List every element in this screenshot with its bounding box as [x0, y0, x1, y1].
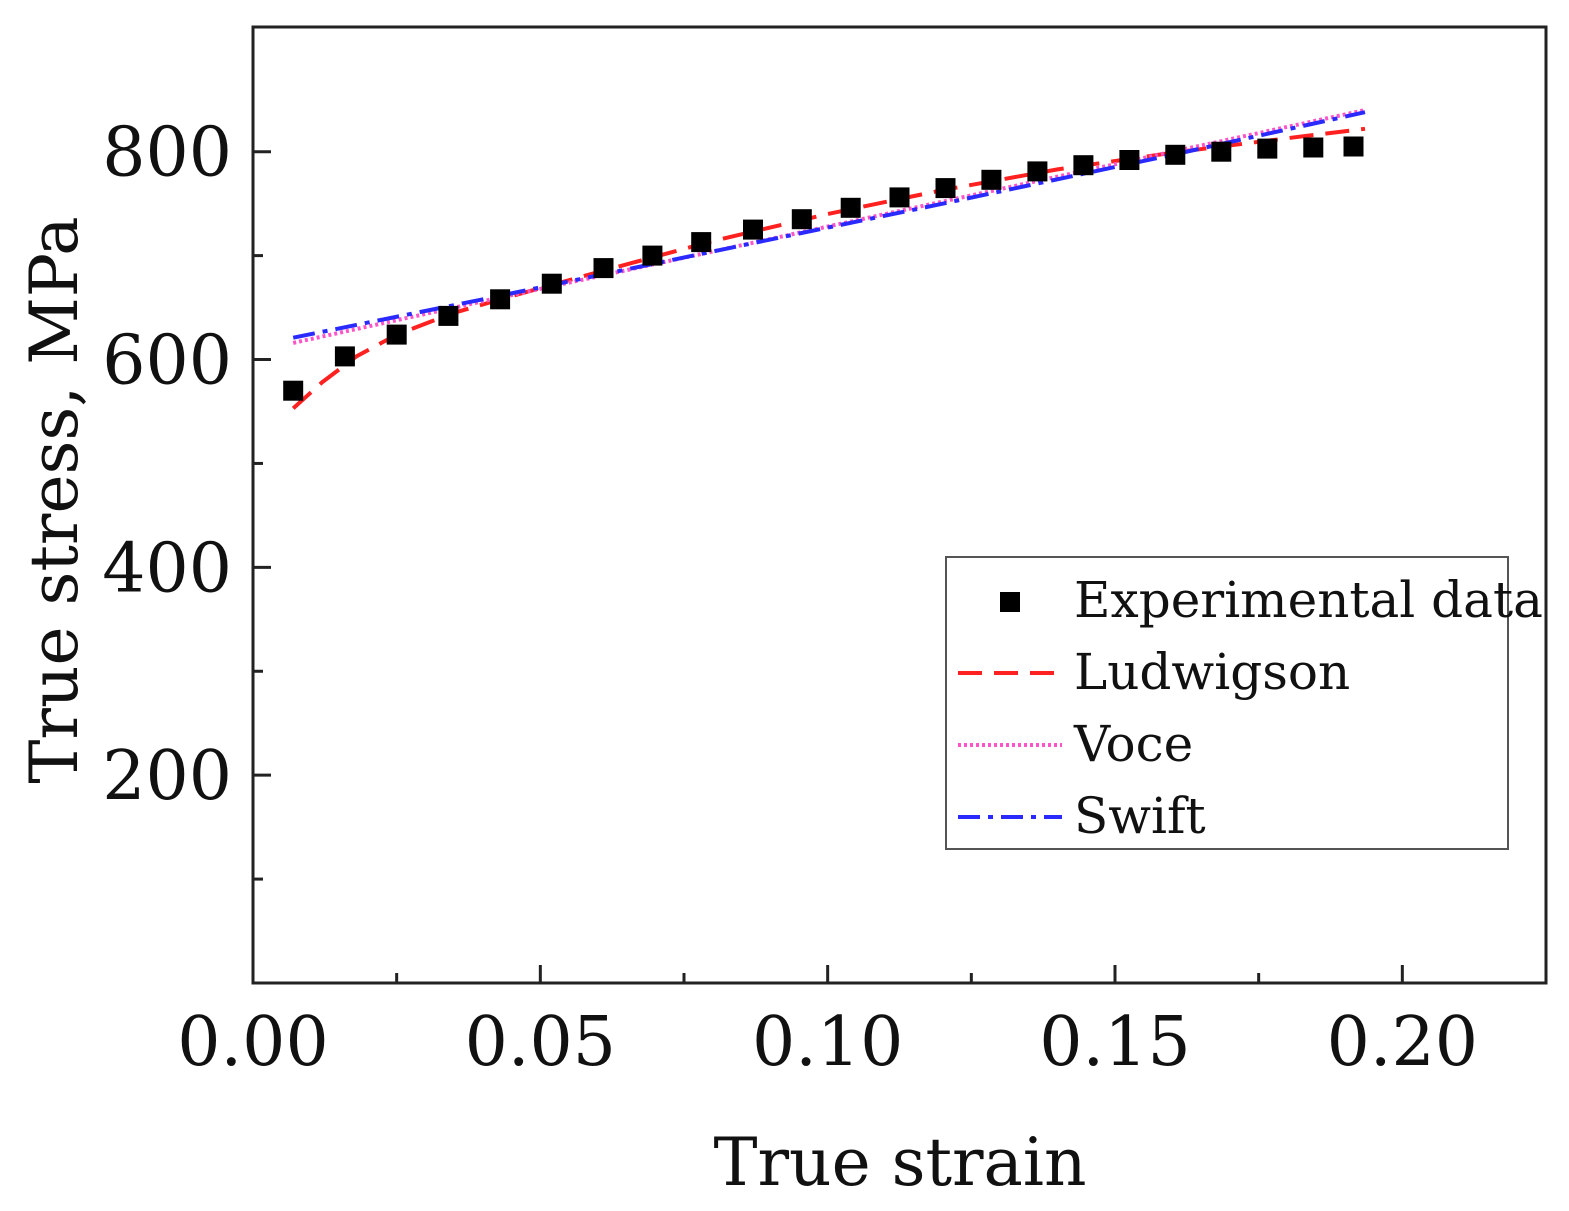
series-line-swift	[292, 110, 1366, 340]
experimental-data-point	[840, 197, 861, 218]
series-layer	[283, 108, 1366, 410]
legend: Experimental data Ludwigson Voce Swift	[945, 556, 1543, 850]
legend-label-experimental: Experimental data	[1074, 571, 1543, 629]
experimental-data-point	[642, 245, 663, 266]
plot-frame	[251, 25, 1548, 985]
experimental-data-point	[1257, 138, 1278, 159]
experimental-data-point	[438, 305, 459, 326]
x-tick-label: 0.20	[1327, 1003, 1478, 1082]
experimental-data-point	[386, 324, 407, 345]
experimental-data-point	[490, 289, 511, 310]
experimental-data-point	[593, 258, 614, 279]
experimental-data-point	[743, 219, 763, 240]
y-tick-label: 200	[102, 737, 232, 816]
legend-box	[945, 556, 1509, 850]
legend-label-voce: Voce	[1073, 715, 1193, 773]
experimental-data-point	[1303, 137, 1324, 158]
experimental-data-point	[1073, 155, 1094, 176]
experimental-data-point	[691, 232, 712, 253]
y-axis-title: True stress, MPa	[16, 216, 93, 783]
legend-label-swift: Swift	[1074, 787, 1206, 845]
experimental-data-point	[1027, 161, 1048, 182]
experimental-data-point	[1343, 136, 1364, 157]
experimental-data-point	[889, 187, 910, 208]
experimental-data-point	[791, 209, 812, 230]
legend-label-ludwigson: Ludwigson	[1074, 643, 1350, 701]
y-tick-label: 400	[102, 529, 232, 608]
x-tick-label: 0.15	[1039, 1003, 1190, 1082]
x-tick-label: 0.10	[752, 1003, 903, 1082]
x-tick-label: 0.00	[177, 1003, 328, 1082]
experimental-data-point	[981, 169, 1002, 190]
experimental-data-point	[1119, 150, 1140, 170]
experimental-data-point	[1211, 141, 1232, 162]
experimental-data-point	[283, 380, 304, 401]
x-tick-label: 0.05	[465, 1003, 616, 1082]
y-tick-label: 800	[102, 114, 232, 193]
experimental-data-point	[935, 178, 956, 199]
y-tick-label: 600	[102, 322, 232, 401]
series-line-voce	[292, 108, 1366, 345]
x-axis-title: True strain	[713, 1124, 1086, 1201]
experimental-data-point	[541, 273, 562, 294]
tick-layer: 0.00 0.05 0.10 0.15 0.20 200 400 600 800	[102, 114, 1478, 1082]
experimental-data-point	[1165, 144, 1186, 165]
experimental-data-point	[334, 346, 355, 367]
legend-marker-experimental	[1000, 592, 1020, 612]
